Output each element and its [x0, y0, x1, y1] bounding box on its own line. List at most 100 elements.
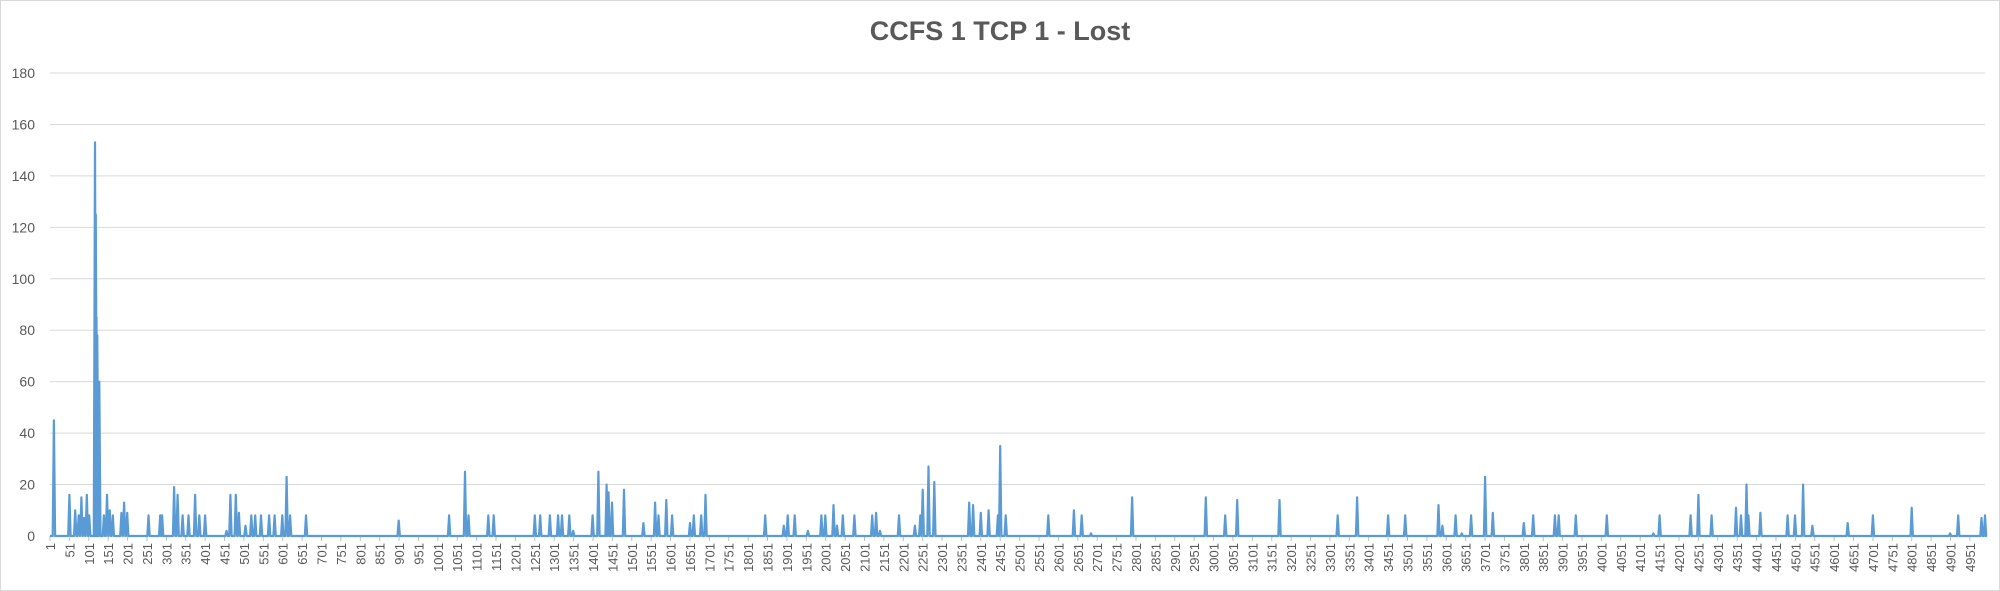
data-point: [987, 509, 990, 512]
x-tick-label: 851: [373, 543, 388, 565]
data-point: [1689, 514, 1692, 517]
data-point: [1745, 483, 1748, 486]
x-tick-label: 3501: [1400, 543, 1415, 572]
x-tick-label: 2551: [1032, 543, 1047, 572]
data-point: [1554, 514, 1556, 517]
data-point: [1786, 514, 1789, 517]
data-point: [159, 514, 161, 517]
data-point: [654, 501, 656, 504]
data-point: [1735, 506, 1737, 509]
data-point: [832, 504, 835, 506]
x-tick-label: 4401: [1750, 543, 1765, 572]
data-point: [1205, 496, 1207, 499]
x-tick-label: 2901: [1168, 543, 1183, 572]
data-point: [238, 512, 240, 514]
data-point: [1740, 514, 1742, 517]
data-point: [1441, 524, 1444, 527]
data-point: [187, 514, 190, 517]
x-tick-label: 201: [121, 543, 136, 565]
data-point: [112, 514, 114, 517]
data-point: [1523, 522, 1525, 524]
data-point: [1080, 514, 1083, 517]
data-point: [94, 141, 96, 144]
data-point: [1278, 499, 1281, 501]
data-point: [1470, 514, 1472, 517]
x-tick-label: 1751: [722, 543, 737, 572]
data-point: [997, 514, 999, 517]
x-tick-label: 1101: [470, 543, 485, 571]
x-tick-label: 4701: [1866, 543, 1881, 572]
data-point: [126, 512, 128, 514]
data-point: [250, 514, 253, 517]
x-tick-label: 601: [276, 543, 291, 565]
x-tick-label: 4651: [1847, 543, 1862, 572]
x-tick-label: 1601: [664, 543, 679, 572]
data-point: [1224, 514, 1226, 517]
y-tick-label: 180: [12, 65, 36, 81]
data-point: [657, 514, 660, 517]
x-tick-label: 3801: [1517, 543, 1532, 572]
data-point: [173, 486, 175, 488]
x-tick-label: 751: [334, 543, 349, 565]
x-tick-label: 3051: [1226, 543, 1241, 572]
x-tick-label: 3551: [1420, 543, 1435, 572]
x-tick-label: 4751: [1885, 543, 1900, 572]
data-point: [1236, 499, 1239, 501]
x-tick-label: 401: [198, 543, 213, 565]
data-point: [1131, 496, 1133, 499]
x-tick-label: 1401: [586, 543, 601, 572]
x-tick-label: 1901: [780, 543, 795, 572]
y-axis-tick-labels: 0 20 40 60 80 100 120 140 160 180: [12, 65, 36, 544]
data-point: [1557, 514, 1560, 517]
x-tick-label: 3451: [1381, 543, 1396, 572]
data-point: [289, 514, 291, 517]
data-point: [1910, 506, 1913, 509]
x-tick-label: 4851: [1924, 543, 1939, 572]
data-point: [1846, 522, 1849, 524]
data-point: [161, 514, 163, 517]
data-point: [281, 514, 284, 517]
x-tick-label: 151: [101, 543, 116, 565]
data-point: [875, 512, 877, 514]
data-point: [665, 499, 668, 501]
x-tick-label: 901: [392, 543, 407, 565]
x-tick-label: 3851: [1536, 543, 1551, 572]
data-point: [198, 514, 201, 517]
data-point: [244, 524, 247, 527]
x-tick-label: 501: [237, 543, 252, 565]
data-point: [106, 494, 108, 496]
data-point: [95, 316, 98, 319]
data-point: [871, 514, 874, 517]
chart-title: CCFS 1 TCP 1 - Lost: [869, 16, 1131, 46]
data-point: [671, 514, 673, 517]
x-tick-label: 1801: [741, 543, 756, 572]
data-point: [397, 519, 400, 522]
data-point: [1047, 514, 1050, 517]
data-point: [1984, 514, 1986, 517]
data-point: [77, 514, 80, 517]
data-point: [1575, 514, 1577, 517]
data-point: [914, 524, 916, 527]
x-tick-label: 4501: [1788, 543, 1803, 572]
data-point: [229, 494, 232, 496]
data-point: [285, 476, 288, 478]
x-tick-label: 351: [179, 543, 194, 565]
x-tick-label: 1501: [625, 543, 640, 572]
x-tick-label: 2851: [1148, 543, 1163, 572]
y-tick-label: 60: [19, 374, 35, 390]
data-point: [642, 522, 645, 524]
x-tick-label: 2801: [1129, 543, 1144, 572]
x-tick-label: 1201: [508, 543, 523, 572]
series-line-0: [50, 141, 1988, 538]
x-tick-label: 4551: [1808, 543, 1823, 572]
data-point: [1336, 514, 1339, 517]
data-point: [1652, 532, 1655, 535]
data-point: [1073, 509, 1075, 512]
data-point: [98, 380, 101, 383]
x-tick-label: 2001: [819, 543, 834, 572]
data-point: [120, 512, 123, 514]
data-point: [68, 494, 71, 496]
data-point: [793, 514, 796, 517]
data-point: [568, 514, 571, 517]
